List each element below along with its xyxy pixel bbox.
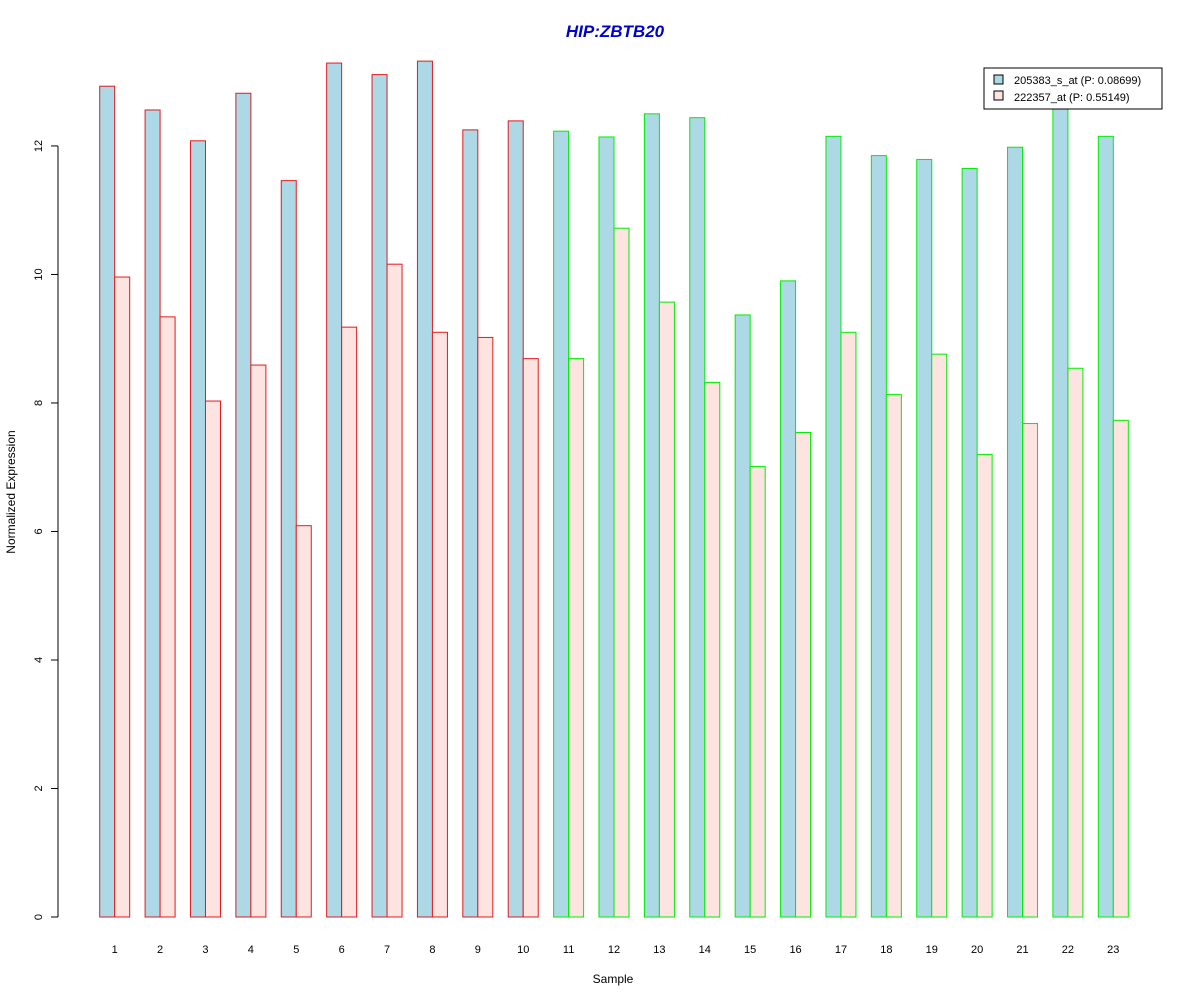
- legend-swatch-series-2: [993, 90, 1004, 101]
- x-tick-label: 17: [835, 944, 847, 956]
- bar-sample-21-series-2: [1022, 423, 1039, 918]
- bar-sample-17-series-1: [825, 135, 842, 918]
- x-tick-label: 11: [563, 944, 574, 956]
- bar-sample-13-series-1: [643, 113, 660, 918]
- x-tick-label: 20: [971, 944, 983, 956]
- x-tick-label: 12: [608, 944, 620, 956]
- bar-sample-1-series-2: [114, 276, 131, 918]
- bars-group: [99, 60, 1129, 918]
- x-tick-label: 23: [1107, 944, 1119, 956]
- bar-sample-8-series-1: [416, 60, 433, 918]
- bar-sample-10-series-2: [522, 358, 539, 918]
- chart-title: HIP:ZBTB20: [566, 22, 665, 41]
- bar-sample-3-series-1: [189, 140, 206, 918]
- bar-sample-9-series-2: [477, 336, 494, 918]
- y-tick-label: 0: [33, 914, 45, 920]
- x-tick-labels: 1 2 3 4 5 6 7 8 9 10 11 12 13 14 15 16 17 18 19 20 21 22 23: [112, 944, 1120, 956]
- bar-sample-5-series-1: [280, 180, 297, 918]
- bar-sample-13-series-2: [658, 301, 675, 918]
- bar-sample-8-series-2: [431, 331, 448, 918]
- bar-sample-23-series-2: [1112, 419, 1129, 918]
- x-tick-label: 8: [429, 944, 435, 956]
- legend-label-series-2: 222357_at (P: 0.55149): [1014, 92, 1130, 104]
- bar-sample-1-series-1: [99, 85, 116, 918]
- y-tick-label: 2: [33, 785, 45, 791]
- bar-sample-19-series-2: [931, 353, 948, 918]
- bar-sample-6-series-2: [341, 326, 358, 918]
- y-tick-label: 10: [33, 268, 45, 280]
- bar-sample-16-series-1: [780, 280, 797, 918]
- bar-sample-7-series-2: [386, 263, 403, 918]
- bar-sample-2-series-1: [144, 109, 161, 918]
- bar-sample-15-series-1: [734, 314, 751, 918]
- bar-sample-20-series-1: [961, 167, 978, 918]
- y-tick-label: 8: [33, 400, 45, 406]
- x-tick-label: 21: [1016, 944, 1028, 956]
- bar-sample-18-series-1: [870, 155, 887, 918]
- bar-sample-9-series-1: [462, 129, 479, 918]
- x-tick-label: 13: [653, 944, 665, 956]
- y-axis-label: Normalized Expression: [4, 430, 18, 553]
- bar-sample-19-series-1: [916, 158, 933, 918]
- bar-sample-21-series-1: [1007, 146, 1024, 918]
- legend-swatch-series-1: [993, 74, 1004, 85]
- bar-sample-14-series-2: [704, 381, 721, 918]
- x-tick-label: 1: [112, 944, 118, 956]
- bar-sample-4-series-2: [250, 364, 267, 918]
- x-tick-label: 6: [339, 944, 345, 956]
- x-tick-label: 3: [202, 944, 208, 956]
- bar-sample-15-series-2: [749, 466, 766, 918]
- x-tick-label: 22: [1062, 944, 1074, 956]
- x-tick-label: 7: [384, 944, 390, 956]
- y-tick-label: 6: [33, 528, 45, 534]
- bar-sample-17-series-2: [840, 331, 857, 918]
- x-tick-label: 19: [926, 944, 938, 956]
- bar-sample-14-series-1: [689, 117, 706, 918]
- x-tick-label: 9: [475, 944, 481, 956]
- y-tick-label: 4: [33, 657, 45, 663]
- x-tick-label: 14: [699, 944, 711, 956]
- x-axis-label: Sample: [593, 972, 634, 986]
- bar-sample-11-series-1: [553, 130, 570, 918]
- y-tick-label: 12: [33, 140, 45, 152]
- bar-sample-18-series-2: [885, 394, 902, 918]
- bar-sample-20-series-2: [976, 453, 993, 918]
- x-tick-label: 10: [517, 944, 529, 956]
- x-tick-label: 15: [744, 944, 756, 956]
- bar-sample-6-series-1: [326, 62, 343, 918]
- legend-box: [983, 67, 1163, 110]
- x-tick-label: 2: [157, 944, 163, 956]
- bar-sample-16-series-2: [795, 432, 812, 918]
- bar-sample-22-series-1: [1052, 106, 1069, 918]
- bar-sample-10-series-1: [507, 120, 524, 918]
- bar-sample-22-series-2: [1067, 367, 1084, 918]
- bar-sample-12-series-1: [598, 136, 615, 918]
- x-tick-label: 16: [789, 944, 801, 956]
- legend: 205383_s_at (P: 0.08699) 222357_at (P: 0…: [983, 67, 1163, 110]
- bar-sample-23-series-1: [1097, 135, 1114, 918]
- bar-sample-12-series-2: [613, 227, 630, 918]
- bar-sample-3-series-2: [204, 400, 221, 918]
- y-axis: 0 2 4 6 8 10 12: [33, 140, 59, 920]
- x-tick-label: 18: [880, 944, 892, 956]
- legend-label-series-1: 205383_s_at (P: 0.08699): [1014, 75, 1141, 87]
- bar-sample-4-series-1: [235, 92, 252, 918]
- x-tick-label: 4: [248, 944, 254, 956]
- x-tick-label: 5: [293, 944, 299, 956]
- bar-sample-5-series-2: [295, 525, 312, 918]
- bar-sample-7-series-1: [371, 74, 388, 918]
- bar-sample-11-series-2: [568, 358, 585, 918]
- bar-sample-2-series-2: [159, 316, 176, 918]
